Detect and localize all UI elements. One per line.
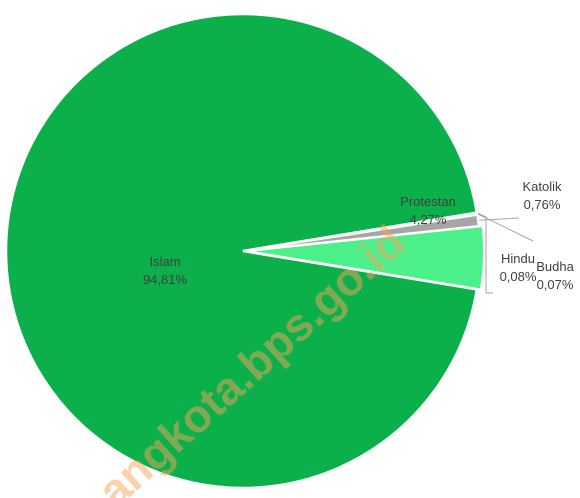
leader-lines xyxy=(477,212,534,294)
slice-label-value: 0,76% xyxy=(524,197,561,212)
pie-slice-hindu xyxy=(242,211,479,252)
slice-label-name: Hindu xyxy=(501,251,535,266)
slice-label-name: Protestan xyxy=(400,194,456,209)
leader-line-katolik xyxy=(478,217,520,221)
slice-label-value: 0,08% xyxy=(500,269,537,284)
slice-label-name: Islam xyxy=(149,254,180,269)
slice-label-hindu: Hindu 0,08% xyxy=(500,251,537,284)
slice-label-islam: Islam 94,81% xyxy=(143,254,188,287)
pie-slices xyxy=(4,12,486,490)
leader-line-budha xyxy=(477,213,534,242)
slice-label-budha: Budha 0,07% xyxy=(536,259,574,292)
slice-label-name: Katolik xyxy=(522,179,562,194)
slice-label-value: 4,27% xyxy=(410,212,447,227)
slice-label-value: 94,81% xyxy=(143,272,188,287)
leader-line-hindu xyxy=(477,212,493,294)
slice-label-value: 0,07% xyxy=(537,277,574,292)
pie-slice-islam xyxy=(4,12,479,490)
slice-label-name: Budha xyxy=(536,259,574,274)
pie-slice-protestan xyxy=(246,225,486,291)
slice-labels: Islam 94,81% Protestan 4,27% Katolik 0,76% Bud… xyxy=(143,179,575,292)
slice-label-protestan: Protestan 4,27% xyxy=(400,194,456,227)
slice-label-katolik: Katolik 0,76% xyxy=(522,179,562,212)
